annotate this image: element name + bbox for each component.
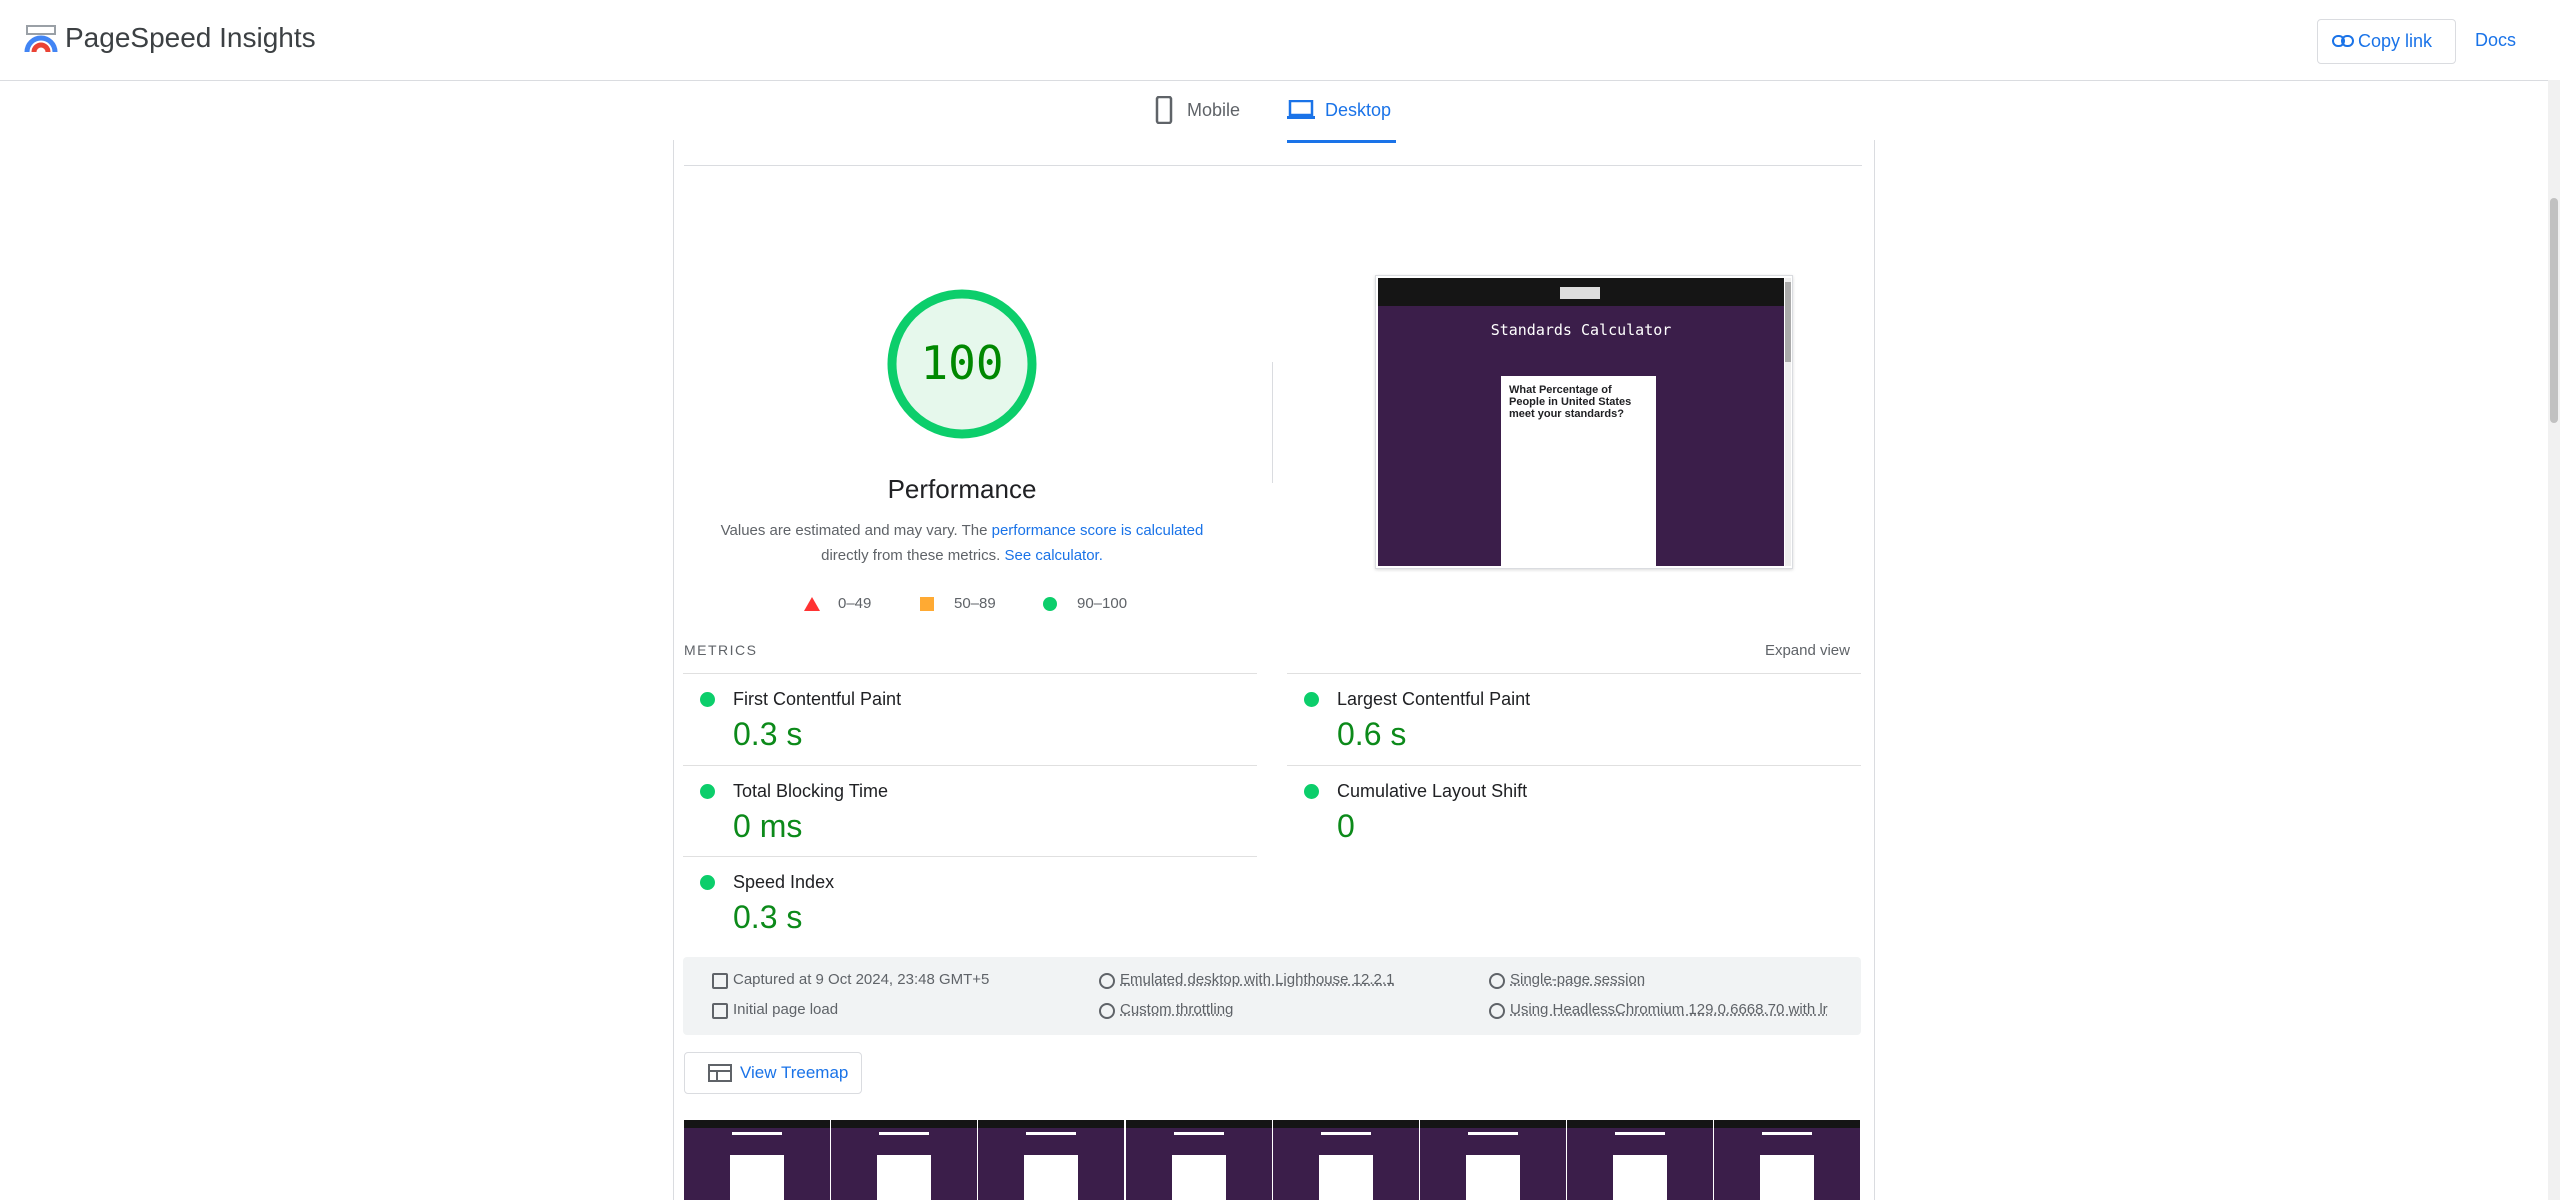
docs-link[interactable]: Docs bbox=[2475, 30, 2517, 50]
scrollbar bbox=[2548, 80, 2560, 1200]
tab-desktop[interactable]: Desktop bbox=[1287, 96, 1396, 143]
metric-dot bbox=[700, 692, 715, 707]
divider bbox=[1272, 362, 1273, 483]
tab-mobile[interactable]: Mobile bbox=[1150, 96, 1255, 140]
metric-divider bbox=[1287, 764, 1861, 766]
metric-label: Speed Index bbox=[733, 872, 835, 892]
info-icon bbox=[1099, 1003, 1115, 1019]
copy-link-button[interactable]: Copy link bbox=[2317, 19, 2456, 64]
text: directly from these metrics. bbox=[821, 547, 1005, 564]
filmstrip-frame bbox=[1567, 1120, 1714, 1200]
metric-dot bbox=[1304, 692, 1319, 707]
info-icon bbox=[712, 1003, 728, 1019]
metric-label: Total Blocking Time bbox=[733, 780, 889, 801]
legend-icon bbox=[804, 597, 820, 611]
metric-value: 0.3 s bbox=[733, 716, 803, 752]
filmstrip-frame bbox=[978, 1120, 1125, 1200]
legend-label: 50–89 bbox=[954, 595, 996, 612]
metric-divider bbox=[1287, 673, 1861, 674]
metric-divider bbox=[683, 856, 1257, 857]
legend-icon bbox=[920, 597, 934, 611]
section-heading: METRICS bbox=[684, 642, 758, 658]
metric-value: 0 bbox=[1337, 807, 1355, 844]
filmstrip-frame bbox=[1272, 1120, 1419, 1200]
metric-label: First Contentful Paint bbox=[733, 689, 902, 709]
filmstrip-frame bbox=[1125, 1120, 1272, 1200]
link[interactable]: See calculator. bbox=[1004, 547, 1103, 564]
final-screenshot: Standards Calculator What Percentage of … bbox=[1375, 275, 1793, 569]
metric-divider bbox=[683, 673, 1257, 674]
filmstrip-frame bbox=[1420, 1120, 1566, 1200]
metric-value: 0.6 s bbox=[1337, 716, 1407, 752]
info-box bbox=[683, 957, 1861, 1035]
legend-label: 0–49 bbox=[838, 595, 872, 612]
report-panel bbox=[673, 140, 1875, 1200]
metric-value: 0.3 s bbox=[733, 899, 803, 935]
description: directly from these metrics. See calcula… bbox=[821, 547, 1103, 564]
legend-label: 90–100 bbox=[1077, 595, 1128, 612]
logo bbox=[24, 25, 58, 53]
treemap-label: View Treemap bbox=[740, 1063, 849, 1082]
info-item: Custom throttling bbox=[1120, 1001, 1234, 1018]
filmstrip-frame bbox=[1714, 1120, 1861, 1200]
screenshot-question: What Percentage of People in United Stat… bbox=[1509, 384, 1632, 420]
link[interactable]: performance score is calculated bbox=[991, 522, 1204, 539]
text: Values are estimated and may vary. The bbox=[720, 522, 992, 539]
metric-divider bbox=[683, 764, 1257, 766]
legend-icon bbox=[1043, 597, 1057, 611]
gauge-arc bbox=[887, 289, 1037, 439]
header: PageSpeed Insights Copy link Docs bbox=[0, 0, 2560, 81]
screenshot-title: Standards Calculator bbox=[1490, 321, 1672, 339]
info-icon bbox=[712, 973, 728, 989]
info-item: Captured at 9 Oct 2024, 23:48 GMT+5 bbox=[733, 971, 990, 988]
info-item: Initial page load bbox=[733, 1001, 839, 1018]
filmstrip-frame bbox=[831, 1120, 978, 1200]
metric-label: Cumulative Layout Shift bbox=[1337, 780, 1528, 801]
tab-label: Desktop bbox=[1325, 100, 1392, 120]
description: Values are estimated and may vary. The p… bbox=[721, 522, 1204, 539]
category-title: Performance bbox=[887, 474, 1037, 504]
expand-view[interactable]: Expand view bbox=[1764, 642, 1850, 659]
info-icon bbox=[1489, 1003, 1505, 1019]
filmstrip-frame bbox=[684, 1120, 830, 1200]
info-item: Single-page session bbox=[1510, 971, 1646, 988]
copy-link-label: Copy link bbox=[2358, 31, 2433, 51]
info-icon bbox=[1489, 973, 1505, 989]
app-title: PageSpeed Insights bbox=[65, 22, 316, 53]
metric-label: Largest Contentful Paint bbox=[1337, 689, 1531, 709]
score: 100 bbox=[920, 336, 1004, 390]
metric-dot bbox=[700, 783, 715, 799]
info-icon bbox=[1099, 973, 1115, 989]
tab-label: Mobile bbox=[1187, 100, 1241, 120]
info-item: Using HeadlessChromium 129.0.6668.70 wit… bbox=[1510, 1001, 1828, 1018]
metric-dot bbox=[700, 875, 715, 890]
treemap-button[interactable]: View Treemap bbox=[684, 1052, 862, 1094]
score-gauge bbox=[887, 289, 1037, 439]
metric-value: 0 ms bbox=[733, 807, 803, 844]
metric-dot bbox=[1304, 783, 1319, 799]
info-item: Emulated desktop with Lighthouse 12.2.1 bbox=[1120, 971, 1395, 988]
